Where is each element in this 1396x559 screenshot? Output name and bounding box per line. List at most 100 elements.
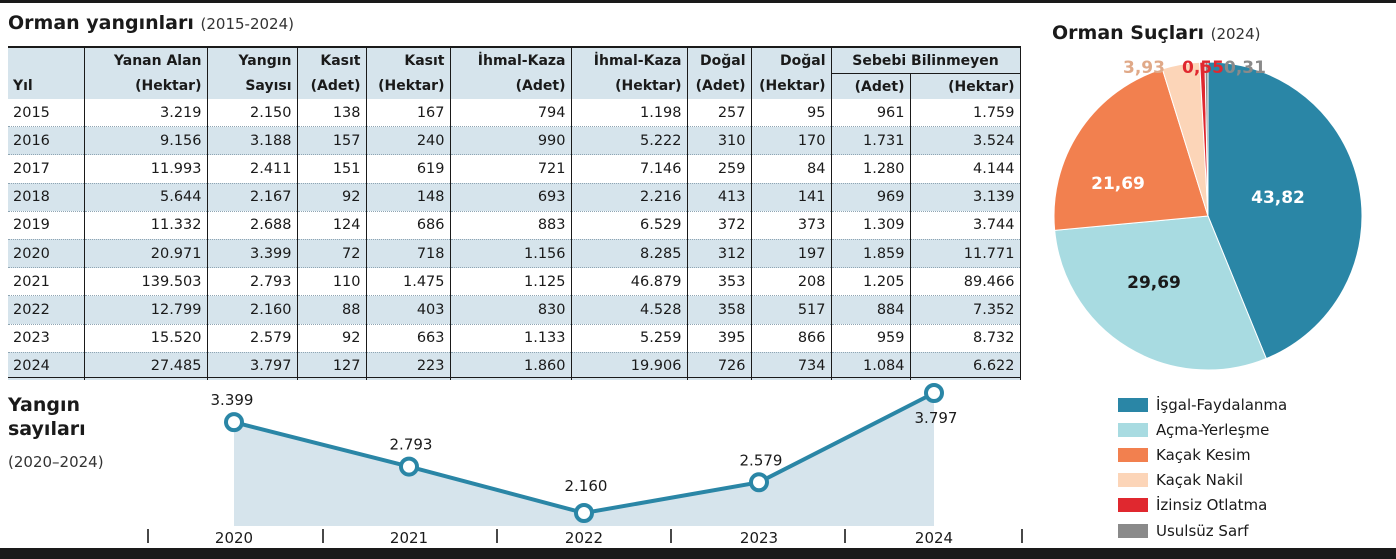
table-cell: 718 [366,239,451,269]
line-data-label: 3.797 [915,409,958,427]
table-cell: 208 [751,267,832,297]
table-cell: 726 [687,352,752,380]
line-point [574,503,594,523]
line-point [399,456,419,477]
table-cell: 2.160 [207,295,298,325]
bottom-rule [0,548,1396,559]
table-cell: 1.860 [450,352,572,380]
line-chart-title-line1: Yangın [8,394,81,416]
table-cell-year: 2018 [8,183,85,212]
table-row: 2023 15.520 2.579 92 663 1.133 5.259 395 866 959 8… [8,324,1021,353]
pie-slice [1054,215,1267,371]
table-bottom-rule [8,377,1020,378]
table-cell: 1.133 [450,324,572,353]
table-cell: 84 [751,154,832,184]
table-cell: 139.503 [84,267,208,297]
header-kasit-hektar-unit: (Hektar) [366,73,451,99]
table-cell-year: 2021 [8,267,85,297]
header-ihmal-hektar-unit: (Hektar) [571,73,688,99]
table-cell: 1.205 [831,267,911,297]
table-cell: 197 [751,239,832,269]
header-count: Yangın [207,46,298,74]
pie-slice [1204,61,1209,217]
table-cell: 830 [450,295,572,325]
table-cell: 89.466 [910,267,1021,297]
line-area-fill [234,393,934,526]
table-cell: 167 [366,99,451,128]
table-cell: 1.084 [831,352,911,380]
pie-slice [1053,68,1209,231]
header-kasit-adet-unit: (Adet) [297,73,367,99]
table-cell: 6.529 [571,211,688,240]
table-cell: 27.485 [84,352,208,380]
table-cell: 1.125 [450,267,572,297]
pie-slice-label: 3,93 [1123,58,1165,78]
table-cell-year: 2016 [8,126,85,156]
table-cell: 92 [297,324,367,353]
table-cell: 92 [297,183,367,212]
table-cell: 517 [751,295,832,325]
table-header-row-1: Yanan Alan Yangın Kasıt Kasıt İhmal-Kaza… [8,46,1021,74]
table-cell: 72 [297,239,367,269]
pie-slice-label: 43,82 [1251,188,1305,208]
table-cell: 1.280 [831,154,911,184]
header-ihmal-hektar: İhmal-Kaza [571,46,688,74]
table-cell: 2.216 [571,183,688,212]
legend-label: İzinsiz Otlatma [1156,496,1268,515]
pie-title-text: Orman Suçları [1052,22,1204,44]
header-dogal-adet: Doğal [687,46,752,74]
pie-legend: İşgal-Faydalanma Açma-Yerleşme Kaçak Kesim… [1118,392,1287,543]
line-point [224,412,244,433]
table-cell: 721 [450,154,572,184]
legend-item: İzinsiz Otlatma [1118,493,1287,518]
legend-item: Açma-Yerleşme [1118,417,1287,442]
table-cell: 959 [831,324,911,353]
table-cell: 884 [831,295,911,325]
table-cell: 20.971 [84,239,208,269]
legend-swatch [1118,422,1148,437]
pie-title-subtitle: (2024) [1210,25,1261,43]
pie-chart: 43,82 29,69 21,69 3,93 0,55 0,31 [1053,58,1363,371]
table-cell-year: 2023 [8,324,85,353]
table-cell: 4.528 [571,295,688,325]
legend-label: Açma-Yerleşme [1156,420,1270,439]
table-cell: 240 [366,126,451,156]
table-cell: 5.259 [571,324,688,353]
legend-label: Usulsüz Sarf [1156,521,1249,540]
table-title-subtitle: (2015-2024) [200,15,294,33]
table-cell: 693 [450,183,572,212]
table-header-row-2: Yıl (Hektar) Sayısı (Adet) (Hektar) (Ade… [8,73,1021,99]
table-row: 2017 11.993 2.411 151 619 721 7.146 259 84 1.280 4… [8,154,1021,184]
header-year: Yıl [8,73,85,99]
header-area: Yanan Alan [84,46,208,74]
table-cell: 372 [687,211,752,240]
header-year-blank [8,46,85,74]
table-cell: 11.332 [84,211,208,240]
legend-item: Kaçak Kesim [1118,442,1287,467]
line-chart-title: Yangın sayıları [8,393,86,441]
table-cell: 8.732 [910,324,1021,353]
table-cell: 3.797 [207,352,298,380]
table-cell: 866 [751,324,832,353]
table-cell: 3.139 [910,183,1021,212]
header-dogal-hektar-unit: (Hektar) [751,73,832,99]
table-cell: 5.644 [84,183,208,212]
table-cell: 141 [751,183,832,212]
header-area-unit: (Hektar) [84,73,208,99]
table-cell: 2.167 [207,183,298,212]
table-cell: 8.285 [571,239,688,269]
table-cell: 686 [366,211,451,240]
table-cell: 312 [687,239,752,269]
table-row: 2015 3.219 2.150 138 167 794 1.198 257 95 961 1.75… [8,99,1021,128]
fire-table: Yanan Alan Yangın Kasıt Kasıt İhmal-Kaza… [8,46,1021,380]
table-cell: 170 [751,126,832,156]
table-row: 2018 5.644 2.167 92 148 693 2.216 413 141 969 3.13… [8,183,1021,212]
table-cell: 110 [297,267,367,297]
table-cell: 127 [297,352,367,380]
table-cell: 11.993 [84,154,208,184]
pie-title: Orman Suçları (2024) [1052,22,1261,44]
legend-swatch [1118,473,1148,488]
legend-swatch [1118,447,1148,462]
table-cell-year: 2015 [8,99,85,128]
table-cell: 1.731 [831,126,911,156]
